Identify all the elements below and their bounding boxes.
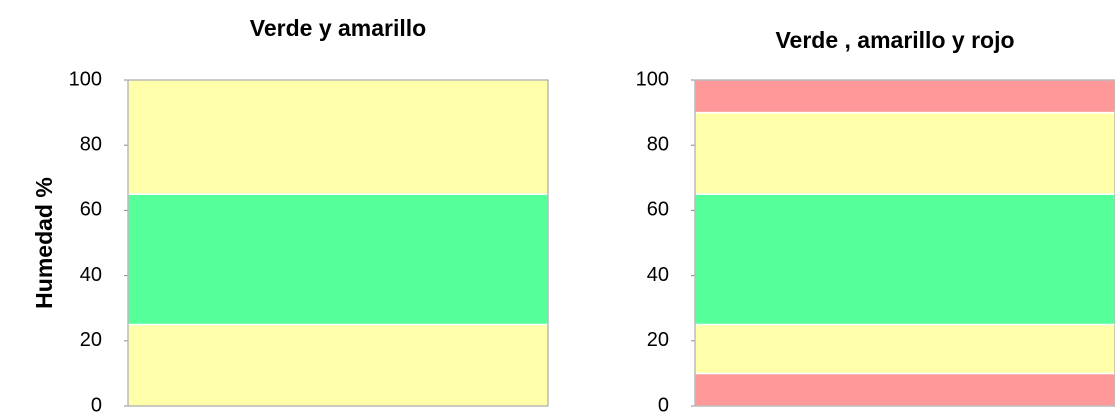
y-tick-label: 0: [658, 394, 669, 416]
band: [694, 372, 1115, 407]
y-tick-label: 40: [647, 264, 669, 286]
y-tick-label: 40: [80, 264, 102, 286]
plot-frame: [127, 79, 549, 407]
band: [127, 323, 549, 407]
y-tick-label: 0: [91, 394, 102, 416]
y-tick-label: 100: [636, 68, 669, 90]
band: [127, 79, 549, 195]
y-tick-label: 60: [80, 199, 102, 221]
y-tick-label: 80: [647, 133, 669, 155]
y-tick-label: 80: [80, 133, 102, 155]
chart-title: Verde , amarillo y rojo: [775, 27, 1014, 53]
chart-title: Verde y amarillo: [250, 15, 426, 41]
y-axis-title: Humedad %: [31, 177, 57, 309]
band: [127, 193, 549, 326]
y-tick-label: 20: [647, 329, 669, 351]
band: [694, 79, 1115, 114]
band: [694, 111, 1115, 195]
plot-frame: [694, 79, 1115, 407]
band: [694, 193, 1115, 326]
y-tick-label: 20: [80, 329, 102, 351]
band: [694, 323, 1115, 375]
y-tick-label: 60: [647, 199, 669, 221]
y-tick-label: 100: [69, 68, 102, 90]
